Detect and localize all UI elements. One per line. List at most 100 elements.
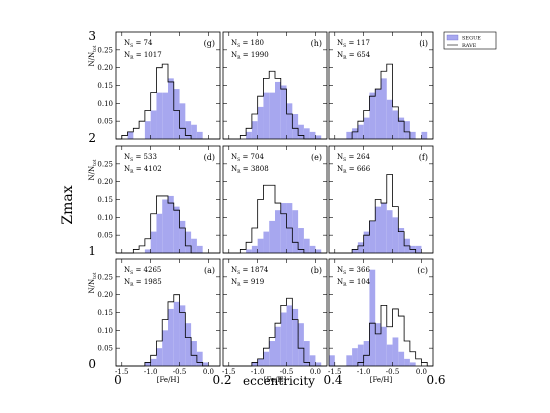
segue-bar-e-10 <box>280 203 287 253</box>
panel-d: 0.05 0.10 0.15 0.20 0.25 NS = 533 NR = 4102 (d)… <box>88 145 221 254</box>
segue-bar-c-5 <box>357 344 364 366</box>
segue-bar-a-10 <box>173 301 180 366</box>
segue-bar-b-10 <box>280 312 287 366</box>
x-tick-label-c-2: -0.5 <box>386 368 400 376</box>
rave-step-c <box>329 304 433 367</box>
segue-bar-a-14 <box>196 351 203 366</box>
panel-label-a: (a) <box>204 266 215 275</box>
outer-axes: Zmax eccentricity 0 1 2 3 0 0.2 0.4 0.6 <box>60 29 446 388</box>
segue-bar-e-7 <box>263 231 270 253</box>
segue-bar-i-3 <box>346 131 353 139</box>
segue-bar-a-12 <box>185 323 192 366</box>
rave-step-i <box>329 63 433 140</box>
panel-ylabel-a: N/Ntot <box>88 272 98 293</box>
segue-bar-e-15 <box>309 245 316 253</box>
nr-annotation-d: NR = 4102 <box>124 165 162 175</box>
panel-g: 0.05 0.10 0.15 0.20 0.25 NS = 74 NR = 1017 (g) N… <box>88 31 221 140</box>
segue-bar-e-13 <box>298 228 304 253</box>
segue-bar-e-8 <box>269 220 275 253</box>
segue-bar-g-5 <box>144 121 151 139</box>
segue-bar-a-7 <box>156 348 163 366</box>
ns-annotation-f: NS = 264 <box>337 153 370 163</box>
panel-label-f: (f) <box>419 153 428 162</box>
segue-bar-e-4 <box>246 249 252 253</box>
panel-label-b: (b) <box>311 266 322 275</box>
segue-bar-i-7 <box>369 92 376 139</box>
segue-bar-a-13 <box>191 341 197 366</box>
segue-bar-g-12 <box>185 121 192 139</box>
nr-annotation-i: NR = 654 <box>337 51 371 61</box>
segue-bar-i-5 <box>357 124 364 139</box>
segue-bar-i-13 <box>404 121 410 139</box>
panel-a: -1.5 -1.0 -0.5 0.0 0.05 0.10 0.15 0.20 0.25 NS = … <box>88 258 221 384</box>
y-tick-label-a-3: 0.20 <box>97 291 113 299</box>
segue-bar-g-7 <box>156 92 163 139</box>
panel-label-g: (g) <box>204 39 215 48</box>
y-tick-label-a-4: 0.25 <box>97 273 113 281</box>
nr-annotation-c: NR = 104 <box>337 278 371 288</box>
segue-bar-a-8 <box>162 330 168 366</box>
ns-annotation-g: NS = 74 <box>124 39 153 49</box>
segue-bar-d-10 <box>173 206 180 253</box>
segue-bar-f-10 <box>386 210 393 253</box>
segue-bar-i-4 <box>352 128 358 139</box>
y-tick-label-g-4: 0.25 <box>97 46 113 54</box>
segue-bar-b-8 <box>269 341 275 366</box>
segue-bar-g-13 <box>191 124 197 139</box>
panel-xlabel-c: [Fe/H] <box>370 376 393 384</box>
segue-bar-f-11 <box>392 217 399 253</box>
nr-annotation-e: NR = 3808 <box>231 165 269 175</box>
y-tick-label-a-2: 0.15 <box>97 309 113 317</box>
zmax-axis-label: Zmax <box>60 185 76 224</box>
ns-annotation-c: NS = 366 <box>337 266 370 276</box>
segue-bar-h-12 <box>292 114 299 139</box>
segue-bar-h-5 <box>251 121 258 139</box>
segue-bar-h-10 <box>280 85 287 139</box>
y-tick-label-g-1: 0.10 <box>97 100 113 108</box>
segue-bar-b-12 <box>292 308 299 366</box>
segue-bar-h-13 <box>298 124 304 139</box>
segue-bar-i-11 <box>392 110 399 139</box>
segue-bar-i-6 <box>363 117 370 139</box>
segue-bar-c-13 <box>404 358 410 366</box>
panel-c: -1.5 -1.0 -0.5 0.0 NS = 366 NR = 104 (c) [Fe/H] <box>328 258 434 384</box>
segue-bar-f-12 <box>398 228 405 253</box>
segue-bar-c-12 <box>398 351 405 366</box>
segue-bar-g-14 <box>196 131 203 139</box>
segue-bar-e-12 <box>292 210 299 253</box>
segue-bar-c-8 <box>375 323 381 366</box>
x-tick-label-a-1: -1.0 <box>144 368 158 376</box>
segue-bar-e-5 <box>251 245 258 253</box>
segue-bar-f-5 <box>357 242 364 253</box>
segue-bar-g-6 <box>150 110 157 139</box>
segue-bar-h-7 <box>263 92 270 139</box>
segue-bar-c-0 <box>329 355 335 366</box>
segue-bar-h-8 <box>269 92 275 139</box>
segue-bar-i-9 <box>381 78 387 139</box>
nr-annotation-b: NR = 919 <box>231 278 264 288</box>
x-tick-label-b-3: 0.0 <box>310 368 321 376</box>
segue-bar-a-11 <box>179 305 186 366</box>
segue-bar-f-6 <box>363 231 370 253</box>
segue-bar-c-14 <box>409 362 416 366</box>
y-tick-label-d-2: 0.15 <box>97 196 113 204</box>
ns-annotation-h: NS = 180 <box>231 39 264 49</box>
y-tick-label-d-4: 0.25 <box>97 160 113 168</box>
segue-bar-h-9 <box>275 81 281 139</box>
y-tick-label-a-0: 0.05 <box>97 345 113 353</box>
segue-bar-b-11 <box>286 305 293 366</box>
rave-step-e <box>223 184 327 254</box>
panel-label-c: (c) <box>417 266 428 275</box>
segue-bar-b-5 <box>251 362 258 366</box>
zmax-tick-1: 1 <box>88 244 96 258</box>
nr-annotation-h: NR = 1990 <box>231 51 269 61</box>
segue-bar-c-3 <box>346 355 353 366</box>
eccentricity-tick-2: 0.4 <box>323 373 342 387</box>
segue-bar-g-8 <box>162 92 168 139</box>
x-tick-label-a-2: -0.5 <box>173 368 187 376</box>
segue-bar-b-16 <box>315 362 322 366</box>
segue-bar-c-10 <box>386 344 393 366</box>
nr-annotation-a: NR = 1985 <box>124 278 162 288</box>
segue-bar-h-11 <box>286 103 293 139</box>
panel-label-h: (h) <box>311 39 322 48</box>
